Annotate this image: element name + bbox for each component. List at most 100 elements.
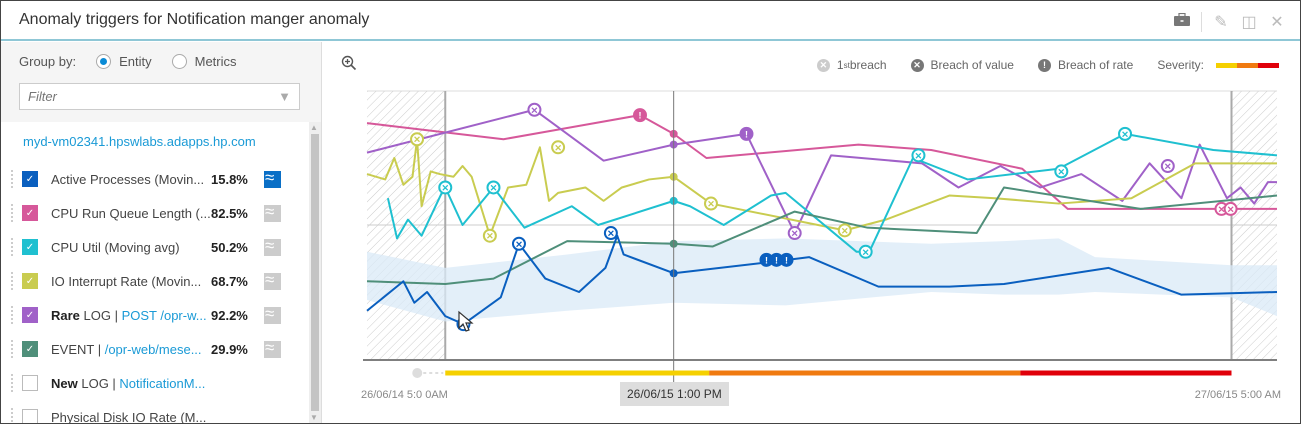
breach-value-marker — [551, 140, 566, 155]
entity-radio-label[interactable]: Entity — [119, 54, 152, 69]
metric-name: CPU Run Queue Length (... — [51, 205, 211, 221]
metric-label: EVENT | /opr-web/mese... — [51, 342, 211, 357]
breach-value-marker — [511, 236, 526, 251]
metric-row[interactable]: ✓ IO Interrupt Rate (Movin... 68.7% — [1, 268, 309, 294]
metric-checkbox[interactable]: ✓ — [22, 307, 38, 323]
metric-link[interactable]: POST /opr-w... — [121, 307, 207, 323]
entity-radio[interactable] — [96, 54, 112, 69]
filter-icon[interactable]: ▼ — [278, 89, 291, 104]
sparkline-toggle-icon[interactable] — [264, 202, 281, 222]
metric-percent: 29.9% — [211, 341, 248, 357]
breach-value-marker — [837, 223, 852, 238]
drag-handle-icon[interactable] — [11, 306, 14, 324]
metric-checkbox[interactable]: ✓ — [22, 205, 38, 221]
series-line — [366, 234, 1278, 326]
marker-glyph: ✕ — [1227, 204, 1235, 214]
breach-value-icon: ✕ — [910, 58, 924, 72]
metrics-radio[interactable] — [171, 54, 187, 69]
list-scrollbar[interactable]: ▲ ▼ — [309, 122, 321, 423]
title-bar: Anomaly triggers for Notification manger… — [1, 1, 1300, 41]
breach-value-marker — [527, 102, 542, 117]
sparkline-toggle-icon[interactable] — [264, 338, 281, 358]
drag-handle-icon[interactable] — [11, 374, 14, 392]
marker-glyph: ! — [765, 255, 768, 265]
metric-row[interactable]: ✓ Active Processes (Movin... 15.8% — [1, 166, 309, 192]
x-start-label: 26/06/14 5:0 0AM — [361, 389, 448, 401]
drag-handle-icon[interactable] — [11, 340, 14, 358]
metric-prefix: New — [51, 375, 78, 391]
marker-glyph: ✕ — [413, 135, 421, 145]
first-breach-icon: ✕ — [816, 58, 830, 72]
drag-handle-icon[interactable] — [11, 170, 14, 188]
drag-handle-icon[interactable] — [11, 272, 14, 290]
metric-label: Active Processes (Movin... — [51, 172, 211, 187]
host-link[interactable]: myd-vm02341.hpswlabs.adapps.hp.com — [23, 134, 256, 149]
metric-label: CPU Run Queue Length (... — [51, 206, 211, 221]
scroll-down-icon[interactable]: ▼ — [310, 413, 318, 422]
metric-link[interactable]: NotificationM... — [119, 375, 206, 391]
breach-value-marker — [1223, 201, 1238, 216]
filter-field[interactable]: ▼ — [19, 83, 300, 110]
metric-row[interactable]: Physical Disk IO Rate (M... — [1, 404, 309, 423]
marker-glyph: ✕ — [554, 143, 562, 153]
breach-value-marker — [603, 226, 618, 241]
metric-checkbox[interactable]: ✓ — [22, 341, 38, 357]
breach-value-marker — [703, 196, 718, 211]
legend-severity: Severity: — [1157, 58, 1279, 72]
metric-row[interactable]: New LOG | NotificationM... — [1, 370, 309, 396]
drag-handle-icon[interactable] — [11, 238, 14, 256]
metric-checkbox[interactable]: ✓ — [22, 239, 38, 255]
legend-breach-value-text: Breach of value — [930, 58, 1014, 72]
metric-name: Active Processes (Movin... — [51, 171, 205, 187]
breach-value-marker — [1118, 126, 1133, 141]
metric-row[interactable]: ✓ EVENT | /opr-web/mese... 29.9% — [1, 336, 309, 362]
breach-value-marker — [858, 244, 873, 259]
metrics-radio-label[interactable]: Metrics — [194, 54, 237, 69]
filter-input[interactable] — [20, 84, 260, 109]
marker-glyph: ✕ — [486, 231, 494, 241]
toolbox-icon[interactable] — [1173, 12, 1191, 32]
metric-name: Physical Disk IO Rate (M... — [51, 409, 207, 424]
anomaly-chart[interactable]: !✕✕✕!✕✕✕✕✕✕✕✕✕✕✕✕✕✕✕✕!!! — [323, 42, 1301, 423]
legend-first-breach-num: 1 — [836, 58, 844, 72]
metric-row[interactable]: ✓ Rare LOG | POST /opr-w... 92.2% — [1, 302, 309, 328]
sparkline-toggle-icon[interactable] — [264, 236, 281, 256]
metric-checkbox[interactable] — [22, 375, 38, 391]
metric-checkbox[interactable] — [22, 409, 38, 423]
scroll-up-icon[interactable]: ▲ — [310, 123, 318, 132]
severity-scale — [1216, 62, 1279, 68]
edit-icon[interactable]: ✎ — [1214, 14, 1228, 31]
metric-percent: 68.7% — [211, 273, 248, 289]
series-line — [366, 108, 1277, 235]
metric-percent: 82.5% — [211, 205, 248, 221]
metric-name: LOG | — [77, 375, 120, 391]
layout-icon[interactable]: ◫ — [1241, 14, 1257, 31]
breach-value-marker — [787, 226, 802, 241]
breach-value-marker — [410, 132, 425, 147]
metric-row[interactable]: ✓ CPU Util (Moving avg) 50.2% — [1, 234, 309, 260]
x-end-label: 27/06/15 5:00 AM — [1194, 389, 1281, 401]
close-icon[interactable]: ✕ — [1270, 14, 1284, 31]
sparkline-toggle-icon[interactable] — [264, 270, 281, 290]
metric-row[interactable]: ✓ CPU Run Queue Length (... 82.5% — [1, 200, 309, 226]
sparkline-toggle-icon[interactable] — [264, 168, 281, 188]
metric-checkbox[interactable]: ✓ — [22, 171, 38, 187]
legend-breach-value: ✕ Breach of value — [910, 58, 1014, 72]
metric-label: Rare LOG | POST /opr-w... — [51, 308, 211, 323]
group-by-label: Group by: — [19, 54, 77, 69]
severity-swatch — [1216, 62, 1237, 68]
sparkline-toggle-icon[interactable] — [264, 304, 281, 324]
marker-glyph: ✕ — [1164, 162, 1172, 172]
marker-glyph: ✕ — [841, 226, 849, 236]
marker-glyph: ✕ — [915, 151, 923, 161]
metric-name: EVENT | — [51, 341, 105, 357]
breach-value-marker — [482, 228, 497, 243]
metric-checkbox[interactable]: ✓ — [22, 273, 38, 289]
metric-percent: 50.2% — [211, 239, 248, 255]
metric-link[interactable]: /opr-web/mese... — [104, 341, 202, 357]
drag-handle-icon[interactable] — [11, 204, 14, 222]
drag-handle-icon[interactable] — [11, 408, 14, 423]
zoom-in-icon[interactable] — [341, 55, 357, 76]
scrollbar-thumb[interactable] — [311, 134, 319, 411]
